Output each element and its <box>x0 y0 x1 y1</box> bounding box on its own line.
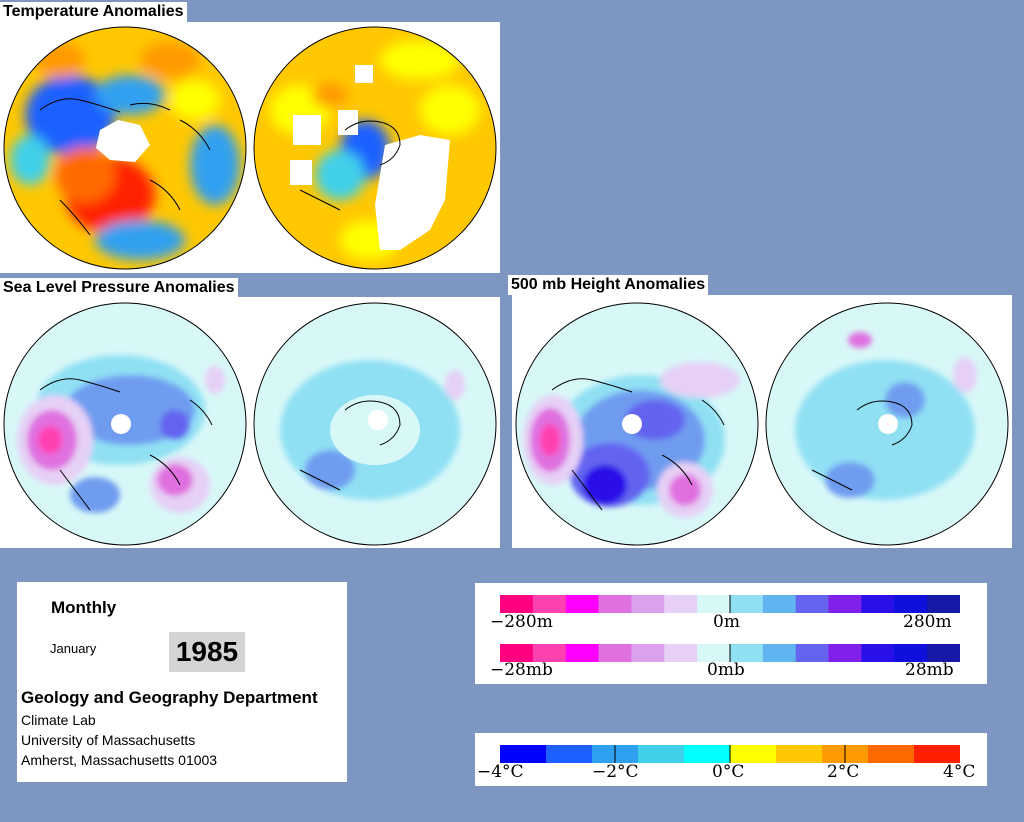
temperature-nh-globe <box>4 27 246 269</box>
temp-bar-swatch <box>500 745 547 763</box>
temp-p2-label: 2°C <box>827 762 860 782</box>
temperature-color-bar <box>500 745 960 763</box>
temp-bar-swatch <box>776 745 823 763</box>
pressure-color-bar <box>500 644 960 662</box>
pressure-bar-swatch <box>697 644 731 662</box>
temperature-title: Temperature Anomalies <box>0 2 187 22</box>
pressure-bar-swatch <box>631 644 665 662</box>
height-max-label: 280m <box>903 612 952 632</box>
height-bar-swatch <box>532 595 567 613</box>
pressure-bar-swatch <box>795 644 830 662</box>
height-bar-swatch <box>927 595 960 613</box>
pressure-bar-swatch <box>927 644 960 662</box>
pressure-min-label: −28mb <box>490 660 553 680</box>
temp-bar-swatch <box>684 745 731 763</box>
temp-bar-swatch <box>546 745 593 763</box>
pressure-bar-swatch <box>861 644 895 662</box>
temp-bar-swatch <box>730 745 777 763</box>
slp-nh-globe <box>4 303 246 545</box>
height-bar-swatch <box>861 595 895 613</box>
pressure-max-label: 28mb <box>905 660 954 680</box>
slp-title: Sea Level Pressure Anomalies <box>0 278 238 298</box>
department-name: Geology and Geography Department <box>21 688 318 707</box>
pressure-bar-swatch <box>532 644 567 662</box>
height-min-label: −280m <box>490 612 553 632</box>
height-bar-swatch <box>795 595 830 613</box>
pressure-bar-swatch <box>894 644 928 662</box>
pressure-bar-swatch <box>500 644 534 662</box>
height-sh-globe <box>766 303 1008 545</box>
temp-zero-label: 0°C <box>712 762 745 782</box>
height-bar-swatch <box>664 595 698 613</box>
height-bar-swatch <box>500 595 534 613</box>
temperature-legend: −4°C −2°C 0°C 2°C 4°C <box>475 733 987 786</box>
address: Amherst, Massachusetts 01003 <box>21 752 218 768</box>
pressure-bar-swatch <box>664 644 698 662</box>
temperature-sh-globe <box>254 27 496 269</box>
temp-m2-label: −2°C <box>592 762 639 782</box>
height-bar-swatch <box>598 595 632 613</box>
temp-m4-label: −4°C <box>477 762 524 782</box>
temp-bar-swatch <box>868 745 915 763</box>
lab-name: Climate Lab <box>21 712 96 728</box>
year-label: 1985 <box>169 632 245 672</box>
height-title: 500 mb Height Anomalies <box>508 275 709 295</box>
height-color-bar <box>500 595 960 613</box>
height-bar-swatch <box>762 595 797 613</box>
height-zero-label: 0m <box>713 612 740 632</box>
pressure-zero-label: 0mb <box>707 660 745 680</box>
university-name: University of Massachusetts <box>21 732 196 748</box>
slp-sh-globe <box>254 303 496 545</box>
temp-p4-label: 4°C <box>943 762 976 782</box>
pressure-bar-swatch <box>762 644 797 662</box>
height-bar-swatch <box>697 595 731 613</box>
info-box: Monthly January 1985 Geology and Geograp… <box>17 582 347 782</box>
height-bar-swatch <box>730 595 764 613</box>
height-bar-swatch <box>894 595 928 613</box>
temp-bar-swatch <box>638 745 685 763</box>
temp-bar-swatch <box>914 745 960 763</box>
pressure-bar-swatch <box>598 644 632 662</box>
height-bar-swatch <box>828 595 862 613</box>
frequency-label: Monthly <box>51 598 117 617</box>
pressure-bar-swatch <box>565 644 600 662</box>
pressure-bar-swatch <box>730 644 764 662</box>
height-bar-swatch <box>631 595 665 613</box>
month-label: January <box>50 641 97 656</box>
pressure-bar-swatch <box>828 644 862 662</box>
height-bar-swatch <box>565 595 600 613</box>
anomaly-legend: −280m 0m 280m −28mb 0mb 28mb <box>475 583 987 684</box>
height-nh-globe <box>516 303 758 545</box>
